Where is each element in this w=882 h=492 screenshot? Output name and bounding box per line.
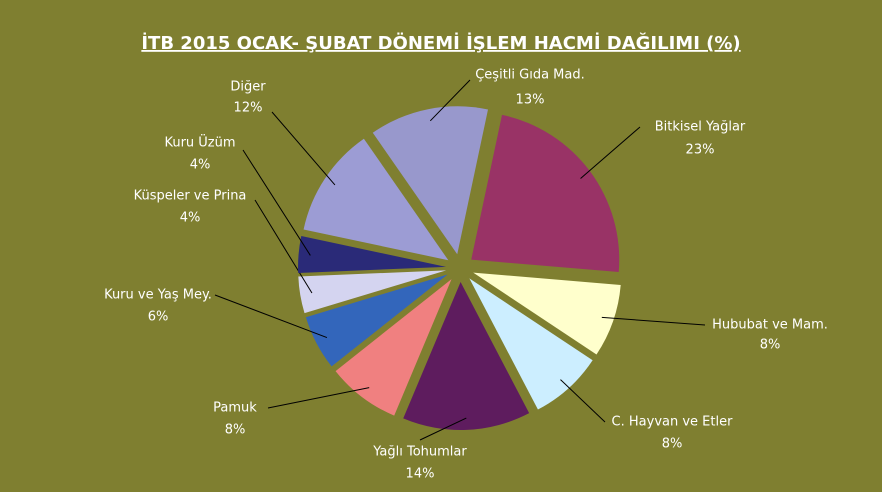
leader-line (242, 149, 311, 256)
pie-slice (303, 138, 449, 261)
slice-value-label: 8% (662, 437, 683, 452)
pie-slice (469, 278, 593, 410)
slice-label: Pamuk (213, 401, 257, 416)
chart-title: İTB 2015 OCAK- ŞUBAT DÖNEMİ İŞLEM HACMİ … (141, 32, 740, 54)
pie-slice (298, 270, 447, 314)
pie-slice (471, 114, 620, 273)
pie-slice (335, 279, 452, 416)
leader-line (267, 387, 370, 409)
pie-slice (298, 236, 447, 274)
slice-value-label: 4% (190, 158, 211, 173)
slice-label: Küspeler ve Prina (134, 189, 247, 204)
slice-label: Bitkisel Yağlar (655, 120, 746, 135)
slice-value-label: 8% (760, 338, 781, 353)
slice-label: Hububat ve Mam. (712, 318, 828, 333)
slice-label: Çeşitli Gıda Mad. (475, 68, 585, 83)
pie-slice (372, 106, 489, 255)
slice-value-label: 6% (148, 310, 169, 325)
slice-value-label: 23% (686, 143, 715, 158)
slice-value-label: 8% (225, 423, 246, 438)
pie-slice (473, 272, 621, 355)
slice-label: Diğer (230, 80, 266, 95)
slice-label: Yağlı Tohumlar (372, 445, 467, 460)
pie-slice (305, 274, 448, 367)
leader-line (254, 199, 313, 294)
pie-slice (403, 281, 530, 430)
leader-line (429, 79, 471, 122)
slice-label: C. Hayvan ve Etler (612, 415, 734, 430)
leader-line (271, 111, 336, 186)
slice-value-label: 13% (516, 93, 545, 108)
leader-line (419, 417, 467, 441)
leader-line (214, 294, 328, 339)
slice-value-label: 12% (234, 101, 263, 116)
slice-label: Kuru Üzüm (164, 134, 235, 151)
slice-label: Kuru ve Yaş Mey. (104, 288, 212, 303)
leader-line (601, 316, 706, 326)
slice-value-label: 14% (406, 467, 435, 482)
slice-value-label: 4% (180, 211, 201, 226)
leader-line (560, 379, 606, 423)
leader-line (580, 126, 641, 179)
